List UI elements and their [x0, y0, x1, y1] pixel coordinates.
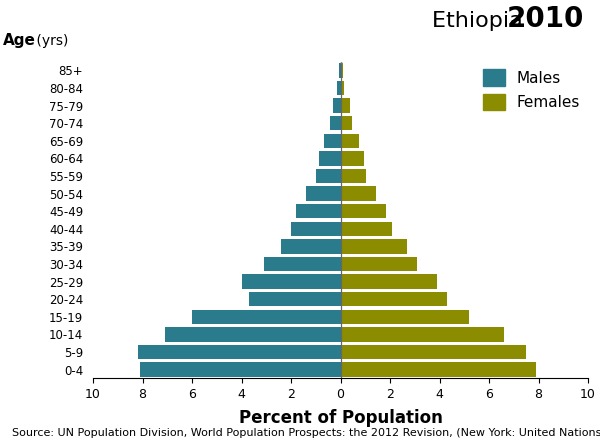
Text: (yrs): (yrs) — [32, 34, 68, 48]
Text: 2010: 2010 — [507, 4, 584, 33]
Bar — [291, 222, 341, 236]
Bar — [341, 169, 367, 183]
Bar — [341, 151, 364, 165]
Bar — [332, 99, 341, 113]
Bar — [341, 257, 417, 271]
Bar — [341, 310, 469, 324]
Bar — [341, 134, 359, 148]
Bar — [341, 187, 376, 201]
Bar — [165, 327, 341, 341]
Bar — [140, 363, 341, 377]
Bar — [341, 116, 352, 130]
Bar — [264, 257, 341, 271]
Text: Source: UN Population Division, World Population Prospects: the 2012 Revision, (: Source: UN Population Division, World Po… — [12, 428, 600, 438]
Bar — [341, 204, 386, 218]
Bar — [338, 63, 341, 77]
Bar — [249, 292, 341, 306]
Bar — [341, 81, 344, 95]
Bar — [341, 363, 536, 377]
Legend: Males, Females: Males, Females — [484, 69, 580, 110]
Text: Ethiopia: Ethiopia — [432, 11, 530, 31]
Bar — [192, 310, 341, 324]
Bar — [281, 239, 341, 253]
Bar — [241, 275, 341, 289]
Text: Age: Age — [3, 33, 36, 48]
Bar — [341, 222, 392, 236]
Bar — [341, 99, 350, 113]
Bar — [341, 63, 343, 77]
Bar — [337, 81, 341, 95]
X-axis label: Percent of Population: Percent of Population — [239, 410, 442, 427]
Bar — [296, 204, 341, 218]
Bar — [341, 345, 526, 359]
Bar — [341, 275, 437, 289]
Bar — [319, 151, 341, 165]
Bar — [341, 327, 504, 341]
Bar — [325, 134, 341, 148]
Bar — [341, 292, 447, 306]
Bar — [316, 169, 341, 183]
Bar — [306, 187, 341, 201]
Bar — [330, 116, 341, 130]
Bar — [137, 345, 341, 359]
Bar — [341, 239, 407, 253]
